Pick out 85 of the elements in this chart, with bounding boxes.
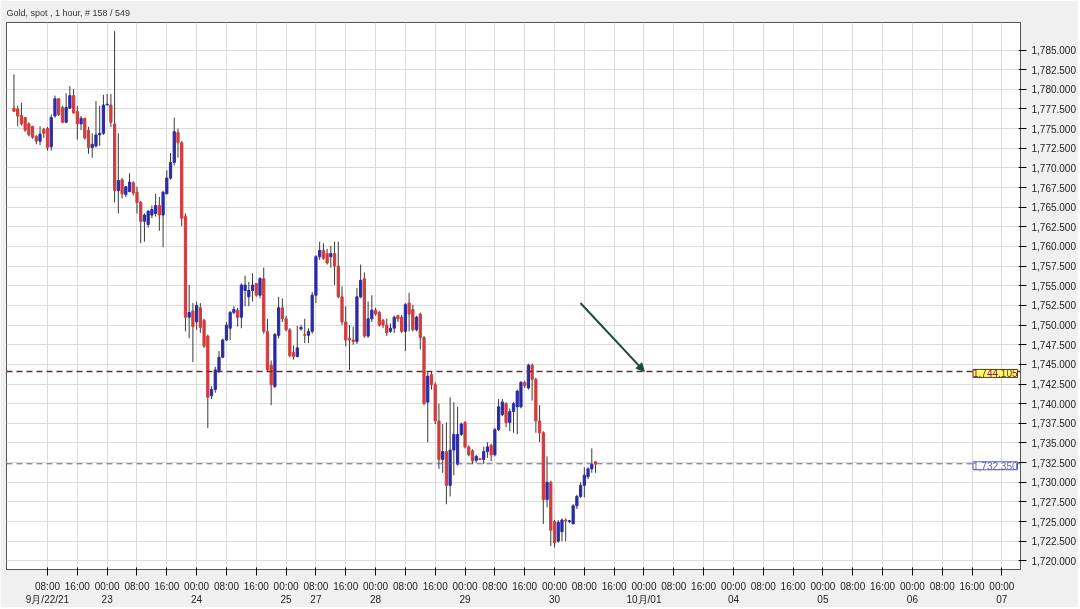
- candlestick: [504, 401, 508, 428]
- x-tick-label: 08:00: [213, 580, 240, 592]
- chart-title: Gold, spot , 1 hour, # 158 / 549: [6, 7, 131, 18]
- ref-line-label: 1,744.105: [973, 368, 1018, 380]
- x-tick-label: 08:00: [482, 580, 508, 592]
- x-tick-label: 08:00: [750, 580, 777, 592]
- candlestick: [142, 212, 147, 243]
- x-tick-label: 00:00 24: [184, 580, 210, 605]
- y-tick-label: 1,720.000: [1031, 555, 1077, 567]
- y-tick-label: 1,785.000: [1031, 45, 1077, 57]
- y-tick-label: 1,735.000: [1031, 437, 1077, 449]
- candlestick: [98, 105, 102, 147]
- candlestick: [228, 310, 232, 341]
- y-tick-label: 1,757.500: [1031, 261, 1077, 273]
- candlestick: [154, 193, 158, 218]
- candlestick: [556, 519, 560, 544]
- candlestick: [116, 132, 120, 214]
- candlestick: [295, 325, 299, 358]
- y-tick-label: 1,782.500: [1031, 64, 1077, 76]
- y-tick-label: 1,732.500: [1031, 457, 1077, 469]
- y-tick-label: 1,760.000: [1031, 241, 1077, 253]
- candlestick: [38, 125, 42, 146]
- y-tick-label: 1,770.000: [1031, 162, 1077, 174]
- x-tick-label: 08:00: [929, 580, 956, 592]
- y-tick-label: 1,725.000: [1031, 516, 1077, 528]
- x-tick-label: 00:00 05: [810, 580, 836, 605]
- y-tick-label: 1,745.000: [1031, 359, 1077, 371]
- x-tick-label: 00:00 25: [273, 580, 300, 605]
- y-tick-label: 1,730.000: [1031, 477, 1077, 489]
- y-tick-label: 1,752.500: [1031, 300, 1077, 312]
- candlestick: [545, 455, 549, 508]
- y-tick-label: 1,767.500: [1031, 182, 1077, 194]
- candlestick: [64, 92, 68, 124]
- x-tick-label: 16:00: [959, 580, 985, 592]
- y-tick-label: 1,737.500: [1031, 418, 1077, 430]
- x-tick-label: 00:00 04: [720, 580, 747, 605]
- x-tick-label: 00:00 30: [542, 580, 568, 605]
- candlestick: [258, 276, 262, 299]
- x-tick-label: 16:00: [422, 580, 449, 592]
- x-tick-label: 08:00: [392, 580, 419, 592]
- x-tick-label: 00:00 28: [363, 580, 389, 605]
- y-tick-label: 1,765.000: [1031, 202, 1077, 214]
- x-tick-label: 16:00: [64, 580, 91, 592]
- x-tick-label: 00:00 23: [94, 580, 121, 605]
- x-tick-label: 16:00: [512, 580, 538, 592]
- y-tick-label: 1,742.500: [1031, 379, 1077, 391]
- candlestick: [347, 324, 352, 371]
- y-tick-label: 1,755.000: [1031, 280, 1077, 292]
- candlestick: [329, 245, 333, 269]
- x-tick-label: 08:00: [571, 580, 598, 592]
- ref-line-label: 1,732.350: [973, 460, 1018, 472]
- y-tick-label: 1,747.500: [1031, 339, 1077, 351]
- x-tick-label: 16:00: [601, 580, 628, 592]
- x-tick-label: 00:00 29: [452, 580, 478, 605]
- x-tick-label: 16:00: [780, 580, 807, 592]
- candlestick: [187, 284, 191, 339]
- y-tick-label: 1,727.500: [1031, 496, 1077, 508]
- candlestick: [400, 314, 404, 334]
- x-tick-label: 08:00: [124, 580, 150, 592]
- y-tick-label: 1,740.000: [1031, 398, 1077, 410]
- y-tick-label: 1,777.500: [1031, 103, 1077, 115]
- candlestick: [236, 307, 240, 328]
- y-tick-label: 1,775.000: [1031, 123, 1077, 135]
- y-tick-label: 1,762.500: [1031, 221, 1077, 233]
- x-tick-label: 08:00: [661, 580, 687, 592]
- y-tick-label: 1,722.500: [1031, 536, 1077, 548]
- x-tick-label: 16:00: [870, 580, 896, 592]
- y-tick-label: 1,750.000: [1031, 320, 1077, 332]
- x-tick-label: 16:00: [243, 580, 270, 592]
- x-tick-label: 16:00: [154, 580, 180, 592]
- x-tick-label: 00:00 06: [899, 580, 926, 605]
- y-tick-label: 1,780.000: [1031, 84, 1077, 96]
- x-tick-label: 16:00: [691, 580, 717, 592]
- candlestick: [560, 517, 564, 542]
- candlestick: [16, 105, 20, 127]
- x-tick-label: 08:00: [840, 580, 866, 592]
- candlestick: [157, 196, 161, 232]
- x-tick-label: 00:00 10月/01: [626, 580, 662, 605]
- y-tick-label: 1,772.500: [1031, 143, 1077, 155]
- candlestick: [79, 115, 83, 131]
- x-tick-label: 16:00: [333, 580, 359, 592]
- x-tick-label: 00:00 07: [989, 580, 1015, 605]
- x-tick-label: 08:00 27: [303, 580, 329, 605]
- candlestick: [90, 132, 94, 159]
- candlestick: [441, 423, 445, 474]
